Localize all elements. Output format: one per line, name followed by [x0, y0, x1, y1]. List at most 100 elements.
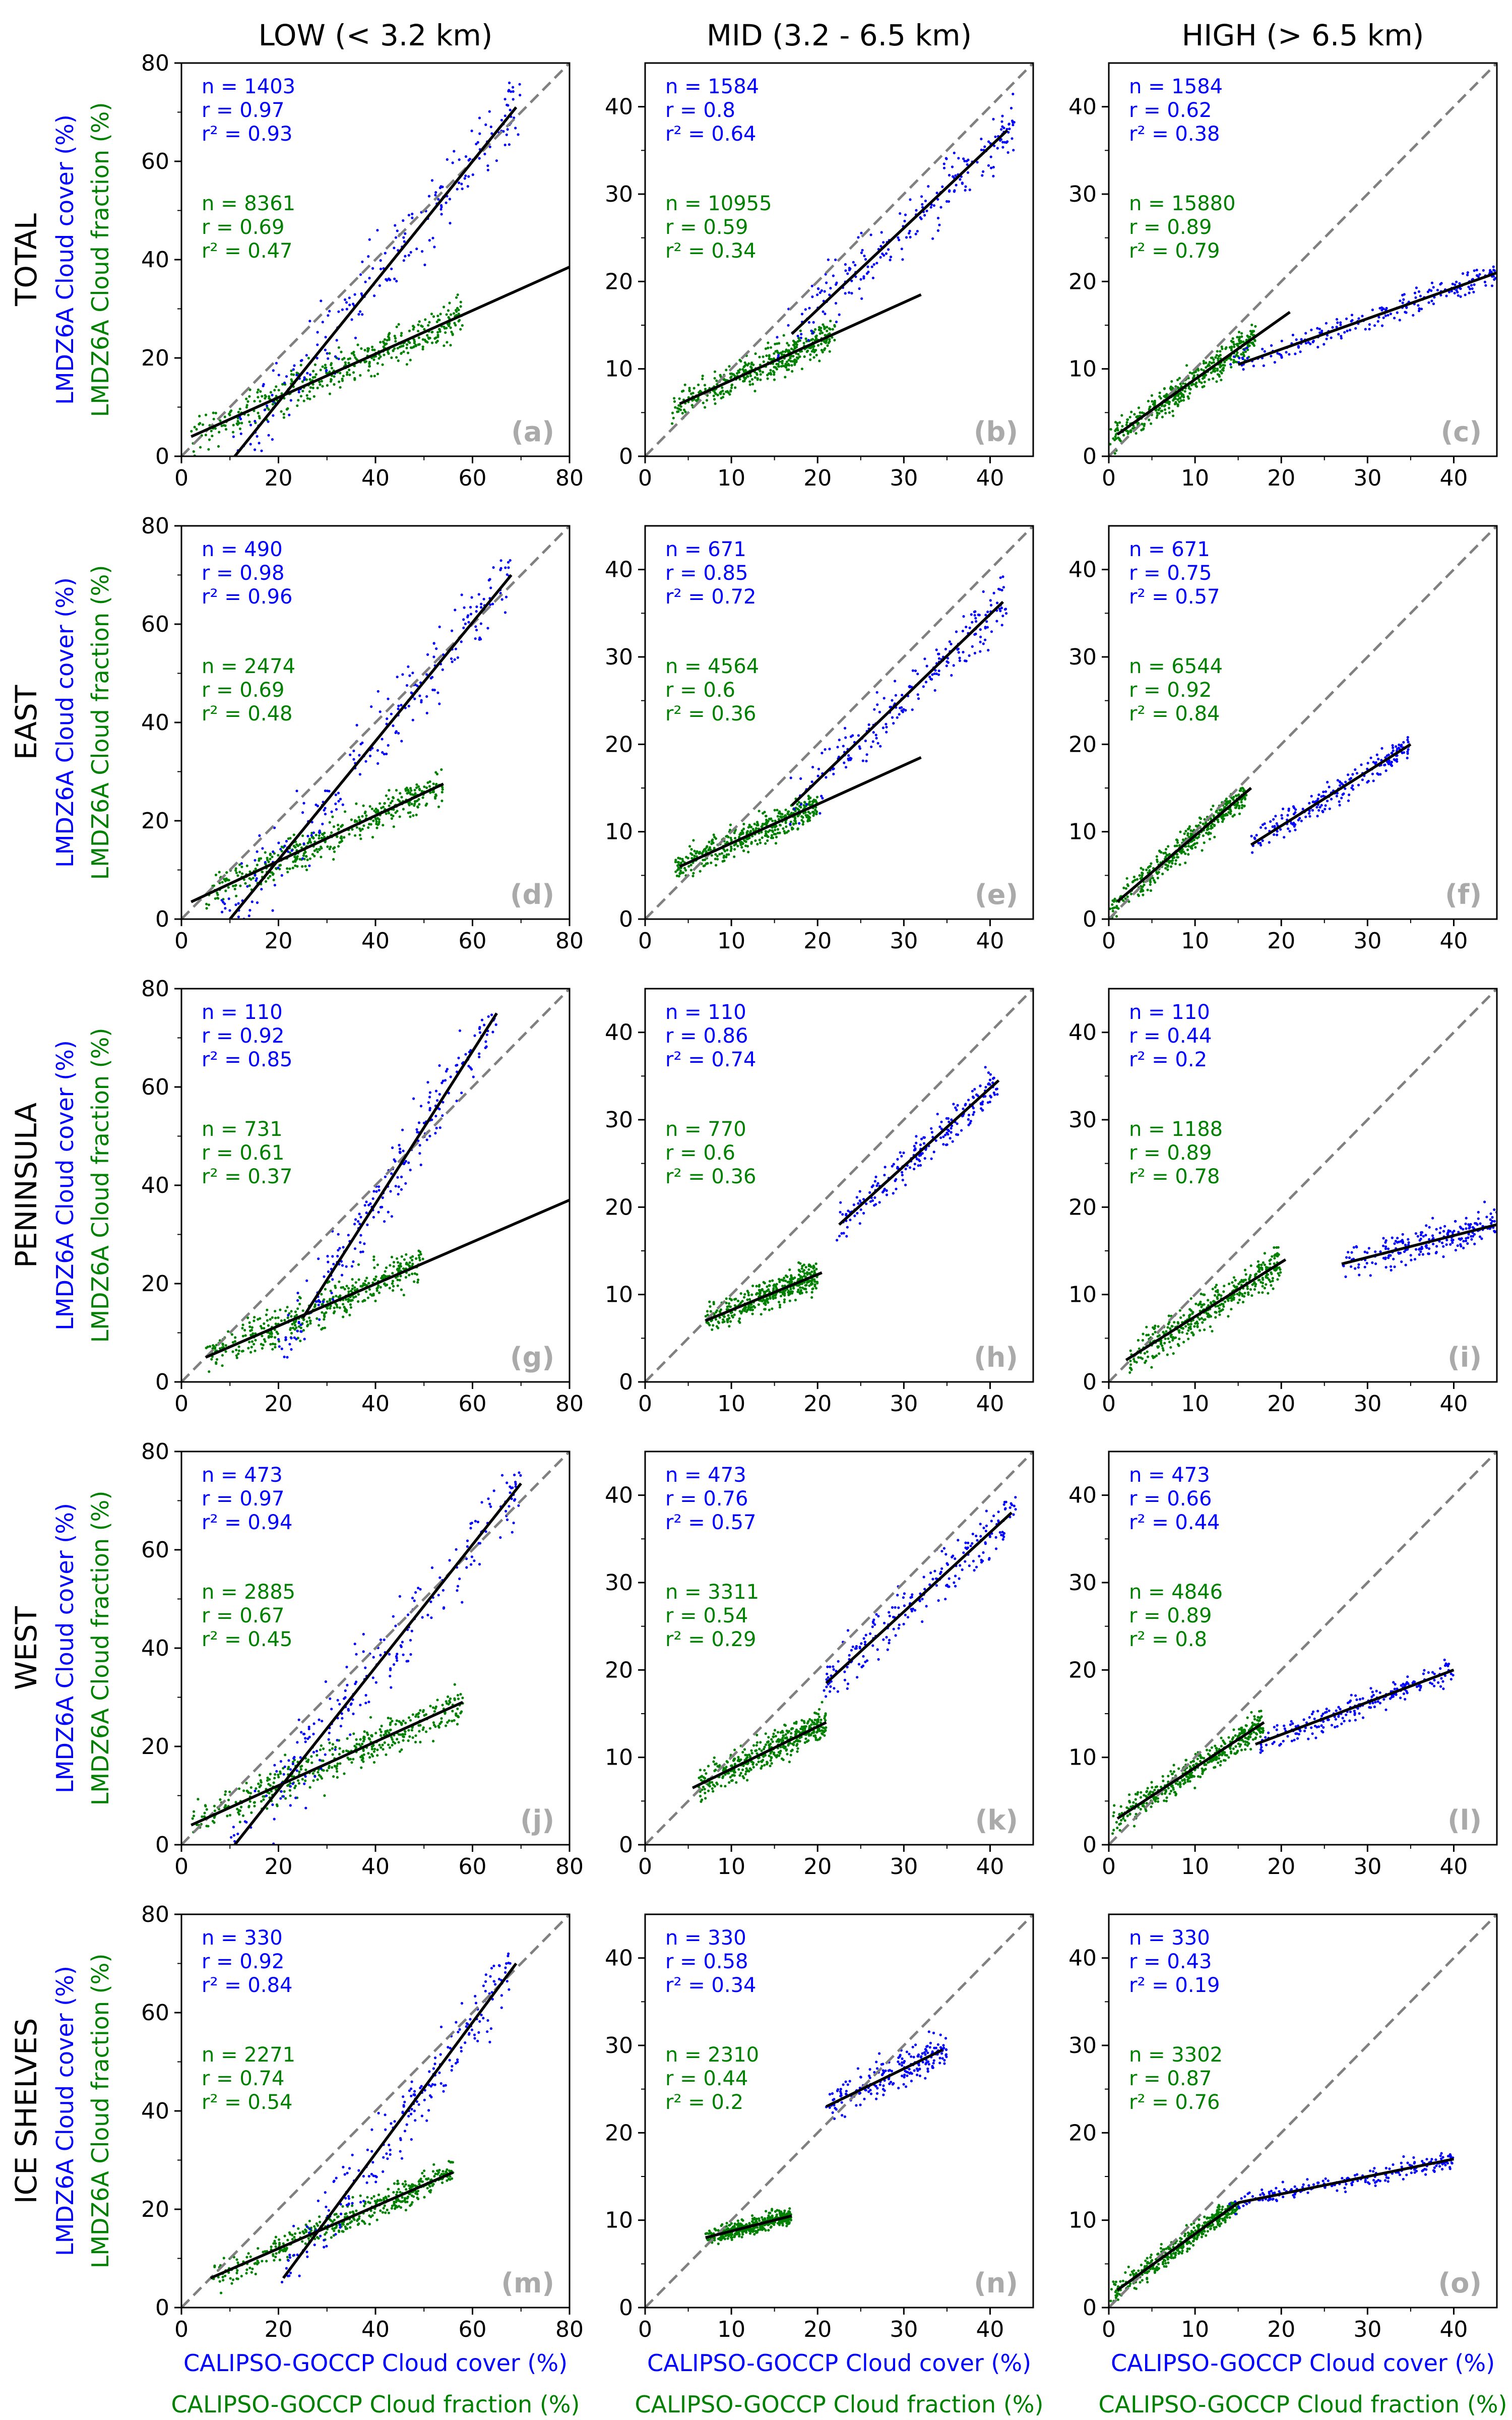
fraction-point: [438, 328, 441, 331]
fraction-point: [291, 867, 294, 870]
fraction-point: [320, 836, 324, 839]
fraction-point: [385, 342, 388, 345]
fraction-point: [361, 1300, 364, 1303]
fraction-point: [1121, 899, 1124, 902]
ylabel-fraction-total: LMDZ6A Cloud fraction (%): [87, 102, 114, 417]
fraction-point: [790, 364, 793, 367]
cover-point: [438, 1064, 441, 1067]
panel-letter: (c): [1441, 416, 1482, 448]
fraction-point: [1240, 335, 1243, 338]
cover-point: [850, 279, 853, 282]
cover-point: [1374, 761, 1377, 764]
fraction-point: [270, 1335, 273, 1339]
fraction-point: [343, 836, 346, 839]
fraction-point: [400, 334, 403, 337]
fraction-point: [1171, 386, 1174, 389]
fraction-point: [754, 352, 757, 355]
fraction-point: [683, 383, 686, 386]
cover-point: [447, 1092, 450, 1095]
cover-point: [1300, 338, 1303, 341]
fraction-point: [1194, 370, 1198, 374]
cover-point: [455, 1064, 458, 1067]
row-label-total: TOTAL: [9, 213, 43, 307]
fraction-point: [267, 408, 270, 411]
fraction-point: [803, 801, 806, 804]
cover-point: [836, 746, 839, 749]
fraction-point: [1114, 435, 1117, 438]
fraction-point: [1132, 875, 1136, 878]
fraction-point: [714, 837, 718, 840]
fraction-point: [399, 1262, 402, 1265]
fraction-point: [793, 343, 796, 346]
fraction-point: [254, 1339, 257, 1342]
cover-point: [938, 223, 941, 226]
cover-point: [864, 258, 867, 261]
fraction-point: [790, 812, 793, 815]
ylabel-fraction-peninsula: LMDZ6A Cloud fraction (%): [87, 1028, 114, 1343]
fraction-point: [305, 1320, 308, 1323]
cover-point: [1324, 790, 1328, 793]
cover-point: [352, 749, 355, 752]
fraction-point: [776, 809, 779, 812]
fraction-point: [796, 828, 799, 831]
cover-point: [885, 252, 888, 255]
fraction-point: [424, 804, 427, 807]
fraction-point: [296, 1307, 299, 1310]
cover-point: [979, 635, 982, 638]
fraction-point: [325, 366, 328, 370]
fraction-point: [806, 819, 809, 822]
fraction-point: [766, 821, 769, 824]
x-tick-label: 60: [459, 465, 487, 491]
cover-point: [392, 724, 395, 728]
fit-line-cover: [229, 574, 513, 919]
fraction-point: [332, 1296, 335, 1299]
fraction-point: [1156, 411, 1159, 414]
fraction-point: [1212, 377, 1215, 380]
cover-point: [831, 767, 835, 771]
fraction-point: [1169, 865, 1173, 868]
fraction-point: [791, 360, 794, 363]
cover-point: [965, 626, 968, 629]
fraction-point: [210, 1358, 213, 1361]
fraction-point: [205, 907, 208, 910]
scatter-points: [205, 559, 512, 919]
cover-point: [428, 1134, 431, 1137]
cover-point: [811, 332, 814, 335]
fraction-point: [1216, 369, 1219, 372]
fraction-point: [238, 863, 241, 866]
cover-point: [1243, 348, 1246, 351]
cover-point: [808, 307, 811, 310]
fraction-point: [677, 875, 680, 878]
cover-point: [381, 751, 384, 754]
cover-point: [357, 1220, 360, 1223]
cover-point: [506, 573, 509, 576]
fraction-point: [812, 814, 815, 817]
x-tick-label: 0: [174, 1391, 188, 1417]
cover-point: [332, 1262, 335, 1265]
cover-point: [320, 299, 323, 302]
fraction-point: [235, 1349, 238, 1352]
fraction-point: [730, 375, 733, 379]
fraction-point: [430, 313, 433, 316]
cover-point: [1322, 791, 1325, 794]
cover-point: [848, 269, 851, 272]
fraction-point: [1160, 409, 1163, 413]
fraction-point: [388, 1287, 391, 1290]
fraction-point: [1251, 334, 1254, 337]
cover-point: [862, 277, 865, 280]
cover-point: [1389, 312, 1392, 316]
cover-point: [366, 1223, 369, 1226]
fraction-point: [751, 1284, 754, 1288]
fraction-point: [257, 388, 260, 391]
cover-point: [1330, 798, 1333, 801]
fraction-point: [814, 348, 817, 352]
cover-point: [1307, 812, 1311, 815]
cover-point: [358, 754, 361, 757]
cover-point: [376, 690, 380, 693]
cover-point: [454, 647, 458, 650]
cover-point: [1001, 615, 1004, 618]
stat-fraction-n: n = 6544: [1129, 655, 1223, 678]
fraction-point: [701, 852, 704, 855]
cover-point: [312, 831, 316, 834]
cover-point: [426, 1081, 429, 1084]
